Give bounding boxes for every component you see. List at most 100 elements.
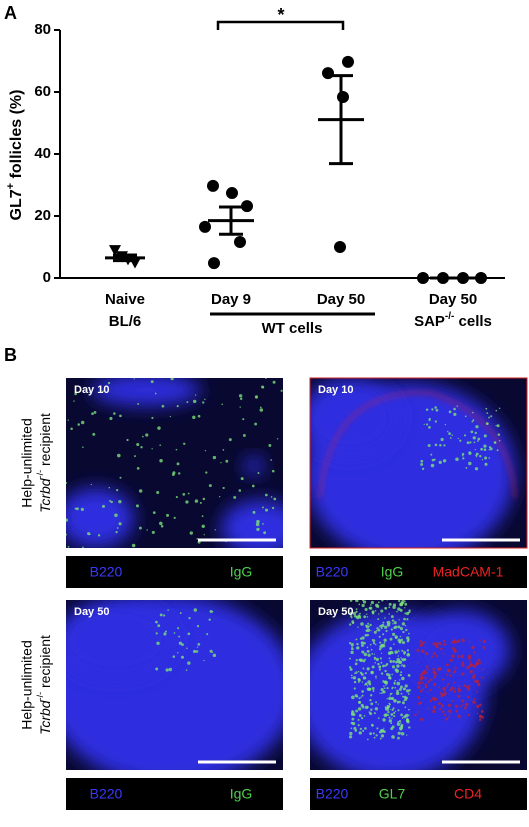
green-signal [386,698,388,700]
green-signal [486,412,489,415]
green-signal [136,467,140,470]
green-signal [114,513,118,518]
red-signal [448,712,451,715]
significance-label: * [277,5,284,25]
green-signal [390,713,394,716]
green-signal [384,669,387,673]
green-signal [381,644,386,648]
red-signal [456,639,461,643]
green-signal [208,484,212,488]
green-signal [361,600,364,601]
green-signal [370,629,372,632]
image-content [66,378,283,548]
green-signal [404,624,407,627]
green-signal [430,453,433,456]
data-point [334,241,346,253]
red-signal [483,647,486,650]
green-signal [349,731,353,736]
error-bar [219,205,243,236]
green-signal [420,462,424,466]
green-signal [401,649,404,652]
green-signal [391,673,393,676]
green-signal [387,651,392,655]
green-signal [496,424,500,428]
green-signal [388,602,392,606]
green-signal [239,397,243,401]
text-part: SAP [414,313,445,330]
green-signal [270,459,273,461]
b-cell-area [221,500,283,548]
green-signal [400,638,404,642]
red-signal [467,695,470,699]
green-signal [385,663,389,666]
green-signal [163,614,166,617]
green-signal [400,722,402,724]
red-signal [480,710,484,713]
green-signal [358,700,362,705]
green-signal [403,594,406,597]
red-signal [464,702,469,707]
green-signal [400,713,403,717]
green-signal [364,607,368,612]
green-signal [353,680,357,684]
green-signal [382,621,385,624]
red-signal [432,642,436,646]
green-signal [461,452,465,456]
green-signal [238,489,242,492]
red-signal [422,688,425,691]
green-signal [212,653,217,658]
green-signal [396,722,401,726]
green-signal [195,650,199,653]
green-signal [481,459,484,461]
b-cell-area [410,610,510,690]
red-signal [438,702,442,705]
green-signal [403,600,406,603]
green-signal [175,496,178,499]
green-signal [161,404,165,408]
green-signal [382,664,385,668]
green-signal [188,617,191,620]
green-signal [350,650,354,655]
green-signal [361,690,364,693]
green-signal [456,405,459,407]
green-signal [211,651,214,654]
green-signal [240,477,244,481]
green-signal [262,523,264,525]
y-tick-label: 20 [34,207,51,224]
x-tick-sublabel: SAP-/- cells [414,311,492,330]
green-signal [355,600,359,603]
green-signal [66,518,68,522]
green-signal [355,709,359,713]
green-signal [358,603,361,606]
green-signal [468,451,471,453]
error-bar [113,253,137,263]
green-signal [350,674,353,677]
green-signal [351,620,355,624]
green-signal [383,713,388,718]
green-signal [383,730,386,733]
stain-name: B220 [316,786,349,802]
stain-name: B220 [90,564,123,580]
green-signal [372,689,375,692]
green-signal [187,492,190,495]
green-signal [357,678,361,682]
green-signal [377,618,380,621]
green-signal [488,457,491,459]
stain-name: GL7 [379,786,406,802]
green-signal [157,426,161,430]
red-signal [416,711,419,713]
red-signal [416,661,419,664]
green-signal [368,597,369,598]
green-signal [133,378,135,380]
green-signal [187,661,191,665]
green-signal [393,699,397,703]
green-signal [474,467,479,471]
text-part: -/- [35,692,45,701]
green-signal [77,423,80,426]
stain-name: IgG [381,564,404,580]
green-signal [364,705,369,710]
green-signal [398,641,401,643]
green-signal [385,673,389,676]
green-signal [390,696,394,701]
green-signal [175,448,178,451]
